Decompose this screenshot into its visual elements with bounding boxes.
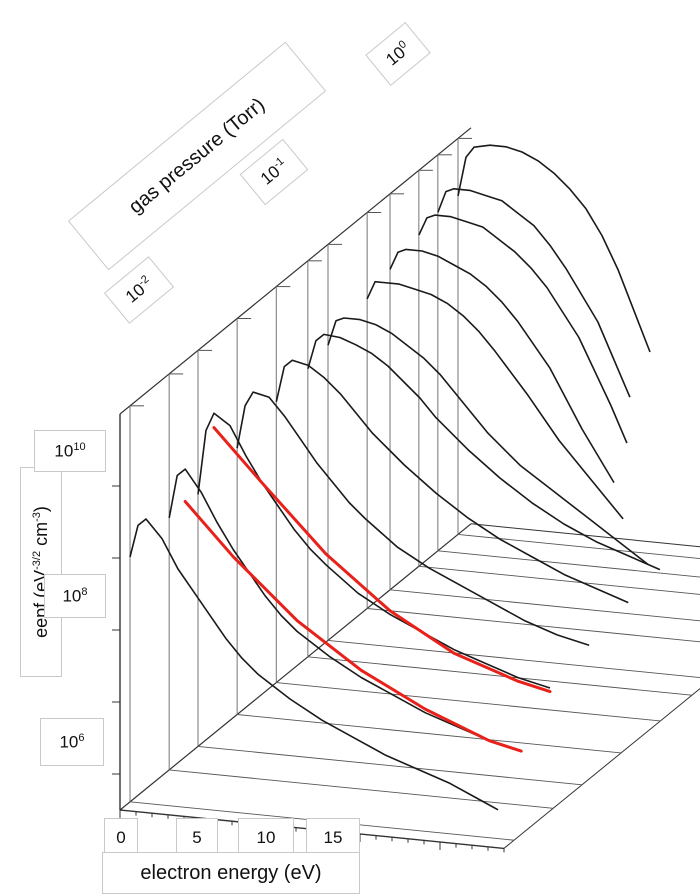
series-line [327,317,649,566]
floor-grid-line [237,714,622,754]
floor-grid-line [307,656,692,696]
z-axis-line [119,127,472,415]
grid-lines [129,137,700,841]
y-tick-label: 1010 [54,440,86,461]
series-line [168,468,522,752]
x-tick-box: 0 [104,818,138,858]
y-tick-box: 108 [44,574,106,618]
floor-right-edge [503,687,700,849]
floor-grid-line [169,769,554,809]
series-line [389,248,615,484]
x-tick-label: 15 [323,828,343,847]
axes-frame [112,127,700,853]
fit-lines-group [183,426,552,753]
x-axis-back-line [470,523,700,548]
z-tick-label: 10-1 [256,154,287,189]
x-tick-label: 0 [116,828,126,847]
fit-line [183,500,523,753]
floor-grid-line [327,639,700,679]
series-line [418,214,628,444]
series-line [457,144,651,353]
series-line [129,518,499,811]
y-tick-box: 1010 [34,430,106,472]
x-axis-label: electron energy (eV) [140,861,322,884]
y-tick-label: 108 [62,585,88,606]
y-axis-label-box: eepf (eV-3/2 cm-3) [20,467,62,677]
x-tick-label: 10 [256,828,276,847]
series-line [307,333,661,571]
series-line [366,280,624,520]
x-axis-label-box: electron energy (eV) [102,852,360,894]
floor-grid-line [418,565,700,595]
series-line [437,188,631,398]
series-group [129,144,661,811]
series-line [236,391,590,647]
floor-depth-axis [119,523,472,811]
floor-grid-line [457,533,700,560]
floor-grid-line [389,589,700,622]
z-tick-label: 100 [382,38,409,70]
floor-grid-line [437,550,700,578]
z-tick-label: 10-2 [121,272,152,307]
series-line [275,359,629,604]
x-tick-box: 10 [238,818,294,858]
x-tick-label: 5 [192,828,202,847]
floor-grid-line [276,682,661,722]
floor-grid-line [367,608,700,643]
x-tick-box: 5 [176,818,218,858]
series-line [197,412,551,689]
y-axis-label: eepf (eV-3/2 cm-3) [30,506,51,638]
y-tick-box: 106 [40,718,104,766]
floor-grid-line [197,745,583,786]
y-tick-label: 106 [59,731,85,752]
fit-line [212,426,552,694]
